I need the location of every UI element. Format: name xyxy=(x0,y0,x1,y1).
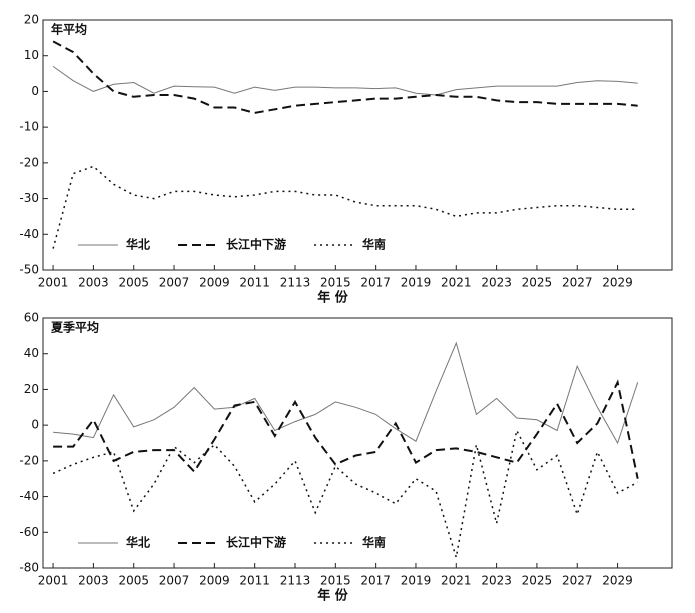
x-tick-label: 2009 xyxy=(199,276,230,290)
x-tick-label: 2113 xyxy=(280,574,311,588)
chart-title: 年平均 xyxy=(51,22,87,37)
x-tick-label: 2017 xyxy=(360,574,391,588)
y-tick-label: -50 xyxy=(19,263,39,277)
x-tick-label: 2029 xyxy=(602,276,633,290)
x-tick-label: 2007 xyxy=(159,574,190,588)
y-tick-label: -30 xyxy=(19,191,39,205)
y-tick-label: -80 xyxy=(19,561,39,575)
legend-label: 华南 xyxy=(362,535,386,550)
x-tick-label: 2021 xyxy=(441,276,472,290)
x-tick-label: 2005 xyxy=(118,276,149,290)
y-tick-label: 10 xyxy=(24,48,39,62)
x-tick-label: 2025 xyxy=(522,574,553,588)
x-tick-label: 2027 xyxy=(562,276,593,290)
x-axis-label: 年 份 xyxy=(317,588,349,604)
x-tick-label: 2017 xyxy=(360,276,391,290)
x-tick-label: 2027 xyxy=(562,574,593,588)
y-tick-label: 20 xyxy=(24,382,39,396)
legend-label: 华北 xyxy=(126,237,150,252)
x-tick-label: 2113 xyxy=(280,276,311,290)
x-tick-label: 2011 xyxy=(239,574,270,588)
x-tick-label: 2023 xyxy=(481,574,512,588)
x-tick-label: 2015 xyxy=(320,574,351,588)
y-tick-label: -40 xyxy=(19,489,39,503)
x-tick-label: 2015 xyxy=(320,276,351,290)
chart-title: 夏季平均 xyxy=(51,320,99,335)
y-tick-label: 60 xyxy=(24,311,39,325)
y-tick-label: -60 xyxy=(19,525,39,539)
x-tick-label: 2029 xyxy=(602,574,633,588)
series-line xyxy=(53,379,639,479)
x-tick-label: 2021 xyxy=(441,574,472,588)
y-tick-label: 0 xyxy=(31,84,39,98)
series-line xyxy=(52,165,638,249)
y-tick-label: -40 xyxy=(19,227,39,241)
plot-frame xyxy=(42,19,673,271)
y-tick-label: -20 xyxy=(19,453,39,467)
x-tick-label: 2019 xyxy=(401,276,432,290)
legend-label: 华北 xyxy=(126,535,150,550)
y-tick-label: -20 xyxy=(19,155,39,169)
x-tick-label: 2003 xyxy=(78,574,109,588)
y-tick-label: -10 xyxy=(19,120,39,134)
x-tick-label: 2009 xyxy=(199,574,230,588)
x-tick-label: 2003 xyxy=(78,276,109,290)
x-tick-label: 2011 xyxy=(239,276,270,290)
x-axis-label: 年 份 xyxy=(317,290,349,306)
legend-label: 长江中下游 xyxy=(226,237,286,252)
y-tick-label: 40 xyxy=(24,346,39,360)
x-tick-label: 2005 xyxy=(118,574,149,588)
y-tick-label: 20 xyxy=(24,13,39,27)
plot-frame xyxy=(42,317,673,569)
x-tick-label: 2019 xyxy=(401,574,432,588)
x-tick-label: 2001 xyxy=(38,574,69,588)
legend-label: 华南 xyxy=(362,237,386,252)
x-tick-label: 2007 xyxy=(159,276,190,290)
y-tick-label: 0 xyxy=(31,418,39,432)
series-line xyxy=(53,341,639,445)
x-tick-label: 2001 xyxy=(38,276,69,290)
series-line xyxy=(52,40,638,114)
x-tick-label: 2025 xyxy=(522,276,553,290)
legend-label: 长江中下游 xyxy=(226,535,286,550)
series-line xyxy=(52,65,638,96)
x-tick-label: 2023 xyxy=(481,276,512,290)
